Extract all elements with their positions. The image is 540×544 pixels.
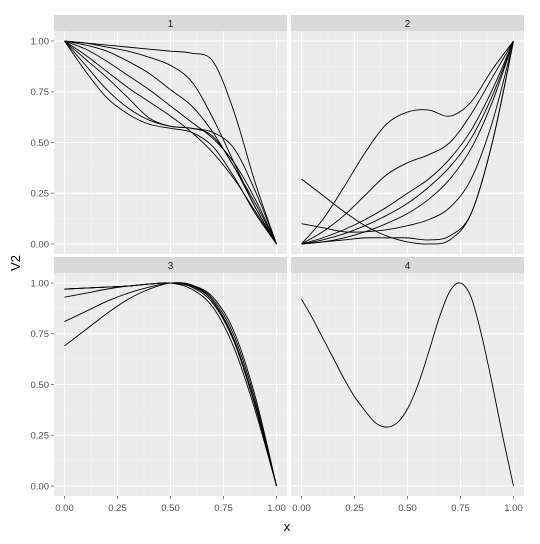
facet-strip-label: 3 (168, 261, 174, 272)
x-tick-label: 0.25 (345, 503, 364, 514)
x-tick-label: 0.50 (398, 503, 417, 514)
x-tick-label: 1.00 (504, 503, 523, 514)
facet-panel-4: 4 0.00 0.25 0.50 0.75 1.00 (291, 257, 524, 514)
facet-strip-label: 1 (168, 19, 174, 30)
series-line-4 (64, 40, 277, 245)
x-axis-title: x (284, 519, 291, 534)
series-line-1 (301, 282, 514, 487)
y-tick-label: 0.75 (31, 329, 50, 340)
x-tick-label: 0.75 (214, 503, 233, 514)
series-line-2 (301, 40, 514, 245)
series-line-1 (64, 40, 277, 245)
y-tick-label: 0.25 (31, 189, 50, 200)
x-tick-label: 1.00 (267, 503, 286, 514)
y-tick-label: 0.25 (31, 431, 50, 442)
y-tick-label: 0.00 (31, 481, 50, 492)
series-line-5 (301, 40, 514, 245)
x-tick-label: 0.75 (451, 503, 470, 514)
series-line-8 (301, 40, 514, 245)
series-line-4 (301, 40, 514, 245)
x-tick-label: 0.00 (55, 503, 74, 514)
x-tick-label: 0.00 (292, 503, 311, 514)
series-line-2 (64, 40, 277, 245)
facet-strip (54, 257, 287, 273)
y-tick-label: 0.75 (31, 87, 50, 98)
y-tick-label: 1.00 (31, 36, 50, 47)
facet-strip (54, 15, 287, 31)
series-line-8 (64, 40, 277, 245)
y-tick-label: 0.50 (31, 138, 50, 149)
series-line-6 (64, 282, 277, 487)
facet-panel-3: 3 0.00 0.25 0.50 0.75 1.00 0.00 0.25 0.50 0.75 1.0… (31, 257, 287, 514)
series-line-3 (301, 40, 514, 245)
y-tick-label: 0.00 (31, 239, 50, 250)
y-tick-label: 0.50 (31, 380, 50, 391)
facet-strip-label: 4 (405, 261, 411, 272)
panels: 10.000.250.500.751.00230.000.250.500.751… (31, 15, 524, 514)
facet-panel-2: 2 (291, 15, 524, 254)
facet-strip (291, 257, 524, 273)
series-line-7 (64, 40, 277, 245)
x-tick-label: 0.50 (161, 503, 180, 514)
series-line-7 (301, 40, 514, 233)
x-tick-label: 0.25 (108, 503, 127, 514)
series-line-1 (301, 40, 514, 245)
y-axis-title: V2 (8, 255, 23, 271)
facet-panel-1: 1 0.00 0.25 0.50 0.75 1.00 (31, 15, 287, 254)
facet-strip (291, 15, 524, 31)
y-tick-label: 1.00 (31, 278, 50, 289)
facet-strip-label: 2 (405, 19, 411, 30)
